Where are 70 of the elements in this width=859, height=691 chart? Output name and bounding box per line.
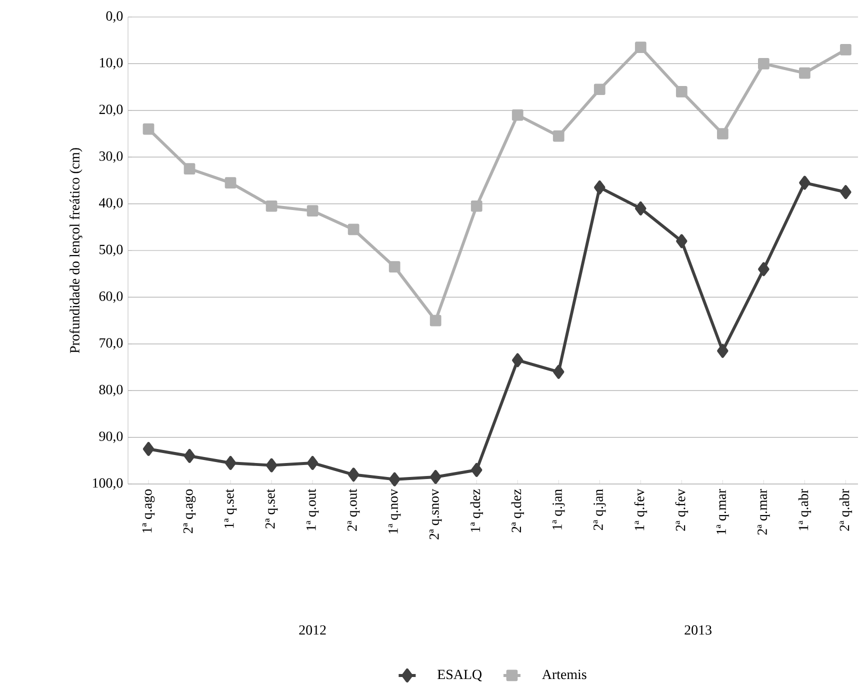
point — [676, 86, 688, 98]
y-tick-label: 40,0 — [99, 198, 123, 210]
point — [840, 185, 852, 200]
x-tick-label: 1ª q.nov — [388, 488, 401, 534]
point — [512, 353, 524, 368]
point — [758, 58, 770, 70]
y-tick-label: 0,0 — [106, 11, 123, 23]
point — [840, 44, 852, 56]
point — [635, 201, 646, 216]
point — [799, 67, 810, 79]
point — [758, 262, 770, 276]
point — [306, 456, 318, 470]
x-tick-label: 1ª q.jan — [552, 489, 565, 530]
point — [470, 200, 482, 212]
y-tick-label: 10,0 — [100, 58, 123, 70]
point — [430, 314, 442, 326]
point — [266, 458, 278, 472]
y-tick-label: 20,0 — [99, 104, 123, 116]
x-tick-label: 1ª q.out — [306, 488, 319, 530]
x-tick-label: 1ª q.fev — [634, 488, 648, 530]
y-tick-label: 50,0 — [100, 244, 123, 256]
x-tick-label: 1ª q.ago — [142, 489, 155, 533]
legend-label: Artemis — [542, 670, 586, 680]
y-tick-label: 30,0 — [99, 151, 123, 163]
point — [266, 200, 278, 212]
x-tick-label: 1ª q.dez — [470, 489, 483, 532]
point — [142, 123, 154, 135]
point — [716, 128, 728, 140]
x-tick-label: 1ª q.set — [224, 488, 237, 528]
point — [471, 463, 482, 477]
y-tick-label: 90,0 — [99, 432, 123, 443]
x-tick-label: 2ª q.snov — [429, 488, 442, 540]
point — [430, 470, 442, 484]
point — [512, 109, 524, 121]
point — [184, 163, 196, 174]
y-tick-label: 60,0 — [99, 291, 123, 303]
y-tick-label: 80,0 — [99, 384, 123, 396]
point — [388, 472, 400, 486]
x-tick-label: 2ª q.jan — [594, 489, 606, 530]
point — [388, 261, 400, 273]
point — [717, 344, 728, 358]
point — [594, 180, 606, 194]
y-axis-title: Profundidade do lençol freático (cm) — [69, 148, 82, 354]
point — [348, 224, 360, 236]
x-tick-label: 2ª q.set — [265, 488, 278, 528]
x-tick-label: 2ª q.fev — [675, 488, 688, 531]
point — [306, 205, 318, 216]
y-tick-label: 100,0 — [92, 478, 123, 490]
x-tick-label: 2ª q.out — [347, 488, 360, 531]
y-tick-label: 70,0 — [100, 338, 123, 350]
legend-label: ESALQ — [438, 670, 482, 682]
x-tick-label: 1ª q.mar — [716, 488, 729, 534]
point — [348, 468, 360, 482]
x-tick-label: 2ª q.mar — [758, 488, 770, 535]
point — [184, 448, 196, 463]
point — [224, 456, 236, 470]
point — [799, 176, 810, 190]
x-tick-label: 1ª q.abr — [798, 488, 812, 530]
point — [676, 234, 688, 248]
point — [224, 177, 236, 188]
text: 2013 — [684, 625, 712, 635]
x-tick-label: 2ª q.abr — [839, 488, 852, 531]
point — [552, 130, 564, 142]
point — [634, 42, 646, 54]
x-tick-label: 2ª q.dez — [511, 489, 524, 532]
text: 2012 — [299, 625, 326, 635]
point — [594, 84, 606, 96]
x-tick-label: 2ª q.ago — [183, 489, 196, 534]
point — [553, 364, 564, 379]
point — [142, 442, 154, 456]
